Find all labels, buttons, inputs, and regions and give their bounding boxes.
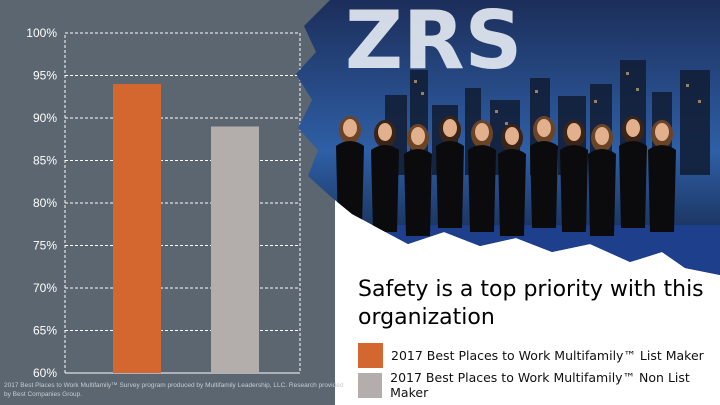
- bar-chart: 60% 65% 70% 75% 80% 85% 90% 95% 100%: [26, 26, 301, 380]
- person: [588, 124, 616, 236]
- y-tick-label: 60%: [33, 366, 57, 380]
- legend-swatch-list-maker: [358, 343, 383, 368]
- y-tick-label: 95%: [33, 69, 57, 83]
- footnote: 2017 Best Places to Work Multifamily™ Su…: [4, 382, 344, 398]
- person: [498, 124, 526, 236]
- person: [371, 120, 399, 232]
- team-photo: ZRS: [290, 0, 720, 275]
- y-tick-label: 90%: [33, 111, 57, 125]
- person: [530, 116, 558, 228]
- person: [336, 116, 364, 228]
- y-tick-label: 80%: [33, 196, 57, 210]
- legend-item-list-maker: 2017 Best Places to Work Multifamily™ Li…: [358, 343, 704, 368]
- legend-label-list-maker: 2017 Best Places to Work Multifamily™ Li…: [391, 348, 704, 363]
- person: [560, 120, 588, 232]
- person: [436, 116, 464, 228]
- headline: Safety is a top priority with this organ…: [358, 277, 704, 330]
- legend-swatch-non-list-maker: [358, 372, 383, 398]
- team-photo-illustration: ZRS: [296, 0, 720, 275]
- legend-item-non-list-maker: 2017 Best Places to Work Multifamily™ No…: [358, 370, 720, 400]
- y-tick-label: 100%: [26, 26, 57, 40]
- y-tick-label: 70%: [33, 281, 57, 295]
- y-tick-label: 85%: [33, 154, 57, 168]
- y-tick-label: 65%: [33, 324, 57, 338]
- person: [468, 120, 496, 232]
- bar-list-maker: [113, 84, 161, 373]
- person: [404, 124, 432, 236]
- y-tick-label: 75%: [33, 239, 57, 253]
- sign-letters: ZRS: [345, 0, 522, 87]
- bar-non-list-maker: [211, 126, 259, 373]
- person: [619, 116, 647, 228]
- legend-label-non-list-maker: 2017 Best Places to Work Multifamily™ No…: [390, 370, 690, 400]
- person: [648, 120, 676, 232]
